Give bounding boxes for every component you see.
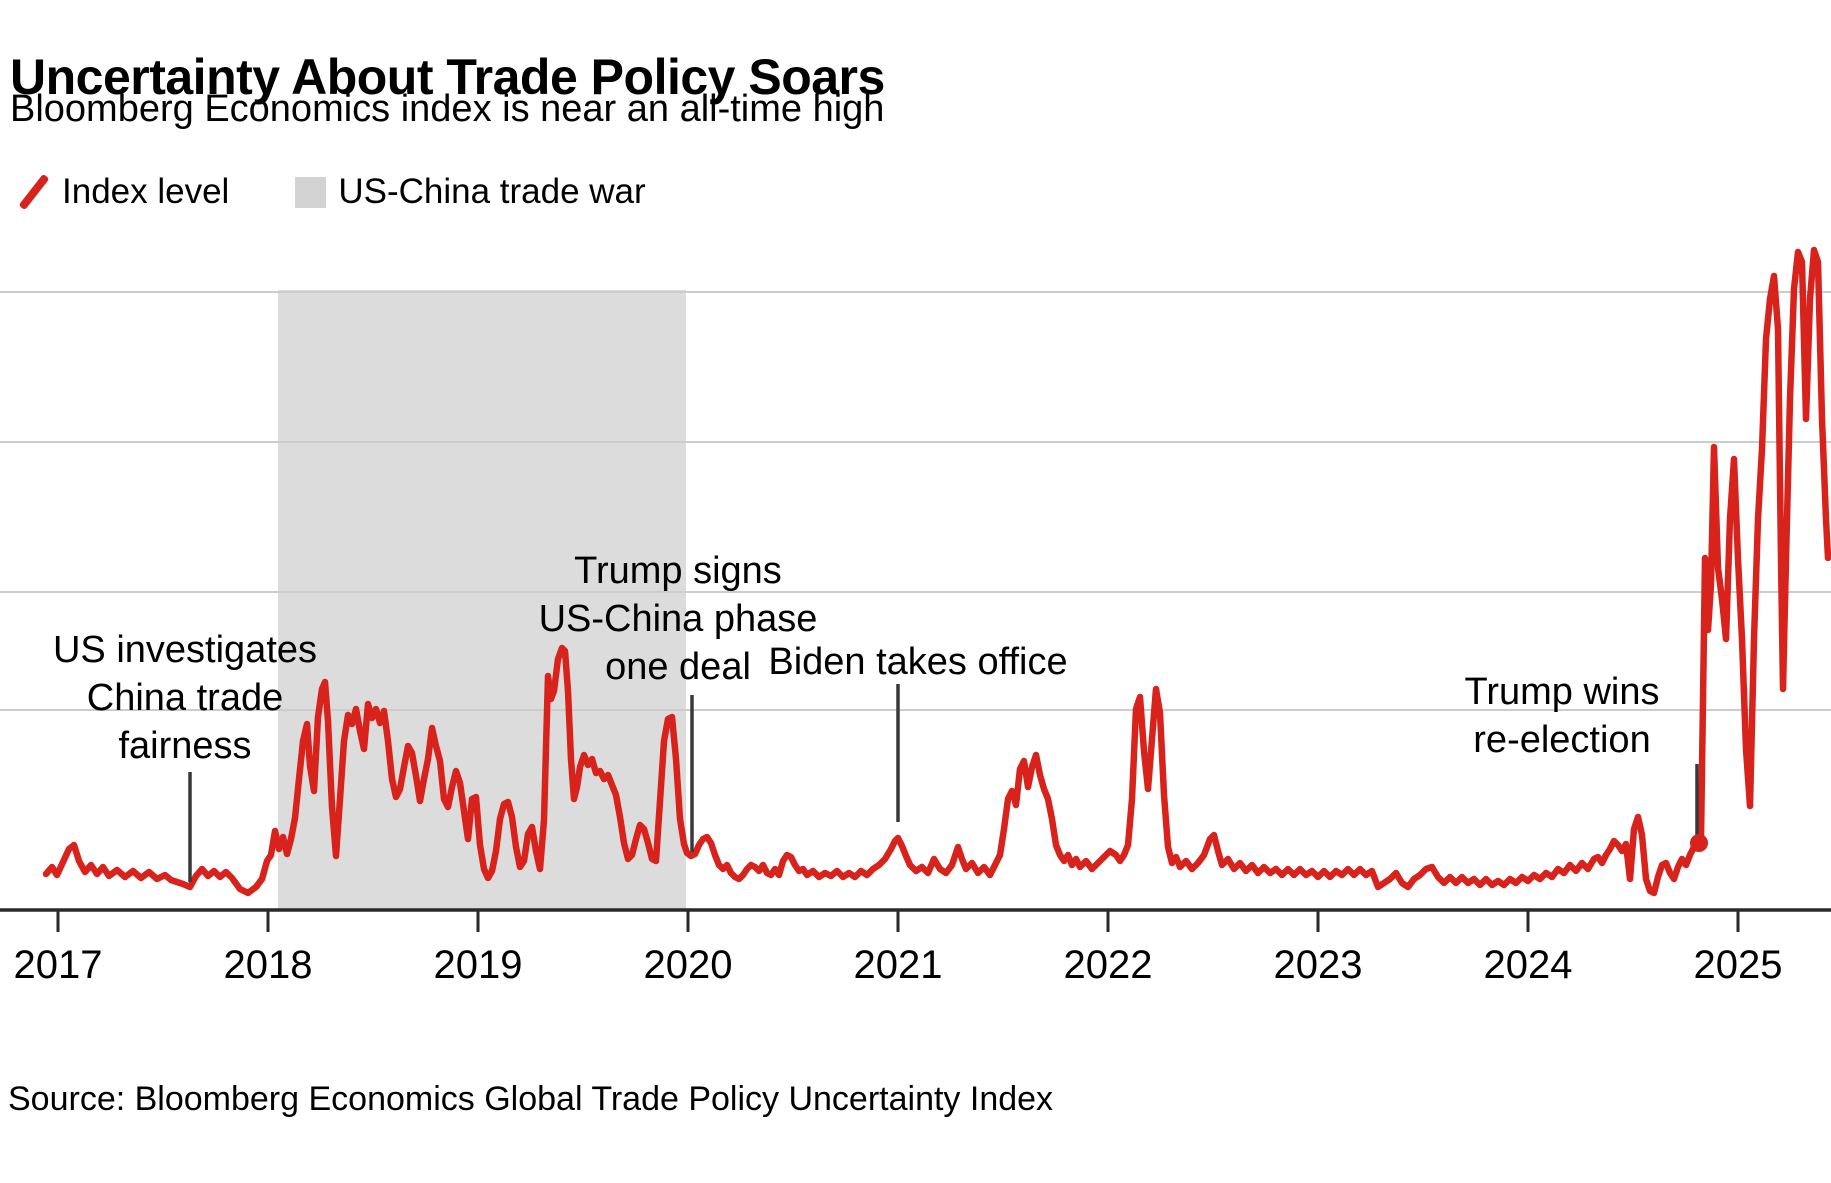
x-axis-label: 2021 xyxy=(854,943,943,987)
election-event-dot xyxy=(1690,834,1708,852)
x-axis-label: 2017 xyxy=(14,943,103,987)
annotation-line: Trump signs xyxy=(574,550,782,592)
annotation-line: Trump wins xyxy=(1464,671,1660,713)
x-axis-label: 2024 xyxy=(1484,943,1573,987)
legend: Index level US-China trade war xyxy=(10,172,646,212)
annotation-us-investigates: US investigates China trade fairness xyxy=(53,626,317,770)
x-axis-label: 2019 xyxy=(434,943,523,987)
legend-label-index-level: Index level xyxy=(62,172,230,211)
x-axis-label: 2023 xyxy=(1274,943,1363,987)
index-level-line-swatch xyxy=(18,173,50,211)
annotation-trump-wins: Trump wins re-election xyxy=(1465,668,1660,764)
legend-label-trade-war: US-China trade war xyxy=(338,172,646,211)
source-note: Source: Bloomberg Economics Global Trade… xyxy=(8,1080,1054,1118)
index-level-line xyxy=(42,246,1831,897)
annotation-line: fairness xyxy=(118,725,252,767)
trade-war-area-swatch xyxy=(295,176,327,208)
chart-subtitle: Bloomberg Economics index is near an all… xyxy=(10,88,885,130)
annotation-line: US-China phase xyxy=(538,598,818,640)
annotation-line: re-election xyxy=(1473,719,1651,761)
annotation-trump-signs: Trump signs US-China phase one deal xyxy=(539,547,818,691)
annotation-line: one deal xyxy=(605,646,751,688)
chart-title: Uncertainty About Trade Policy Soars xyxy=(10,48,885,105)
x-axis-label: 2025 xyxy=(1694,943,1783,987)
annotation-line: Biden takes office xyxy=(768,641,1068,683)
x-axis-label: 2022 xyxy=(1064,943,1153,987)
x-axis-label: 2018 xyxy=(224,943,313,987)
annotation-line: China trade xyxy=(86,677,284,719)
annotation-line: US investigates xyxy=(52,629,318,671)
x-axis-label: 2020 xyxy=(644,943,733,987)
annotation-biden-takes-office: Biden takes office xyxy=(768,638,1067,686)
